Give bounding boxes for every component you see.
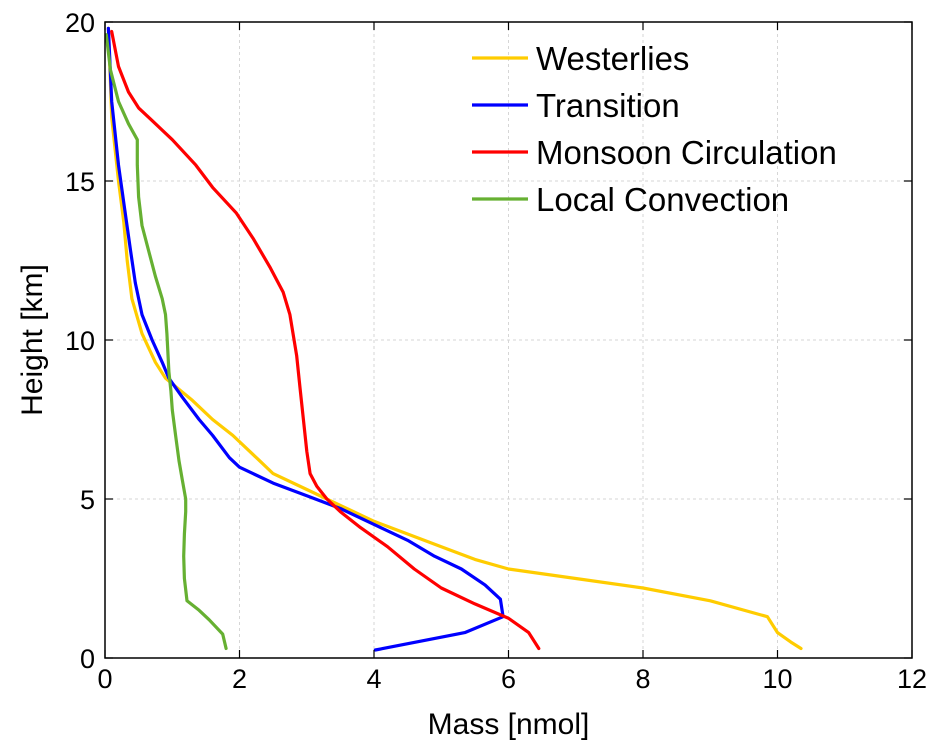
- legend: Westerlies Transition Monsoon Circulation L…: [472, 40, 837, 218]
- series-line-westerlies: [106, 26, 803, 651]
- series-line-monsoon-circulation: [110, 29, 541, 651]
- legend-label: Westerlies: [536, 40, 689, 77]
- x-axis-label: Mass [nmol]: [428, 708, 590, 741]
- grid: [105, 22, 912, 658]
- y-tick-label: 5: [80, 485, 95, 515]
- x-tick-label: 4: [366, 664, 381, 694]
- legend-label: Monsoon Circulation: [536, 134, 837, 171]
- y-tick-label: 20: [65, 8, 95, 38]
- legend-label: Local Convection: [536, 181, 789, 218]
- x-tick-label: 2: [232, 664, 247, 694]
- y-tick-label: 0: [80, 644, 95, 674]
- y-axis-label: Height [km]: [16, 264, 49, 416]
- x-tick-label: 10: [762, 664, 792, 694]
- y-tick-label: 10: [65, 326, 95, 356]
- x-tick-label: 0: [97, 664, 112, 694]
- axis-ticks: 0 2 4 6 8 10 12 0 5 10 15 20: [65, 8, 927, 694]
- series-line-transition: [106, 26, 505, 652]
- x-tick-label: 8: [635, 664, 650, 694]
- y-tick-label: 15: [65, 167, 95, 197]
- series-group: [104, 26, 803, 652]
- series-line-local-convection: [104, 33, 228, 651]
- legend-label: Transition: [536, 87, 680, 124]
- x-tick-label: 12: [897, 664, 927, 694]
- x-tick-label: 6: [501, 664, 516, 694]
